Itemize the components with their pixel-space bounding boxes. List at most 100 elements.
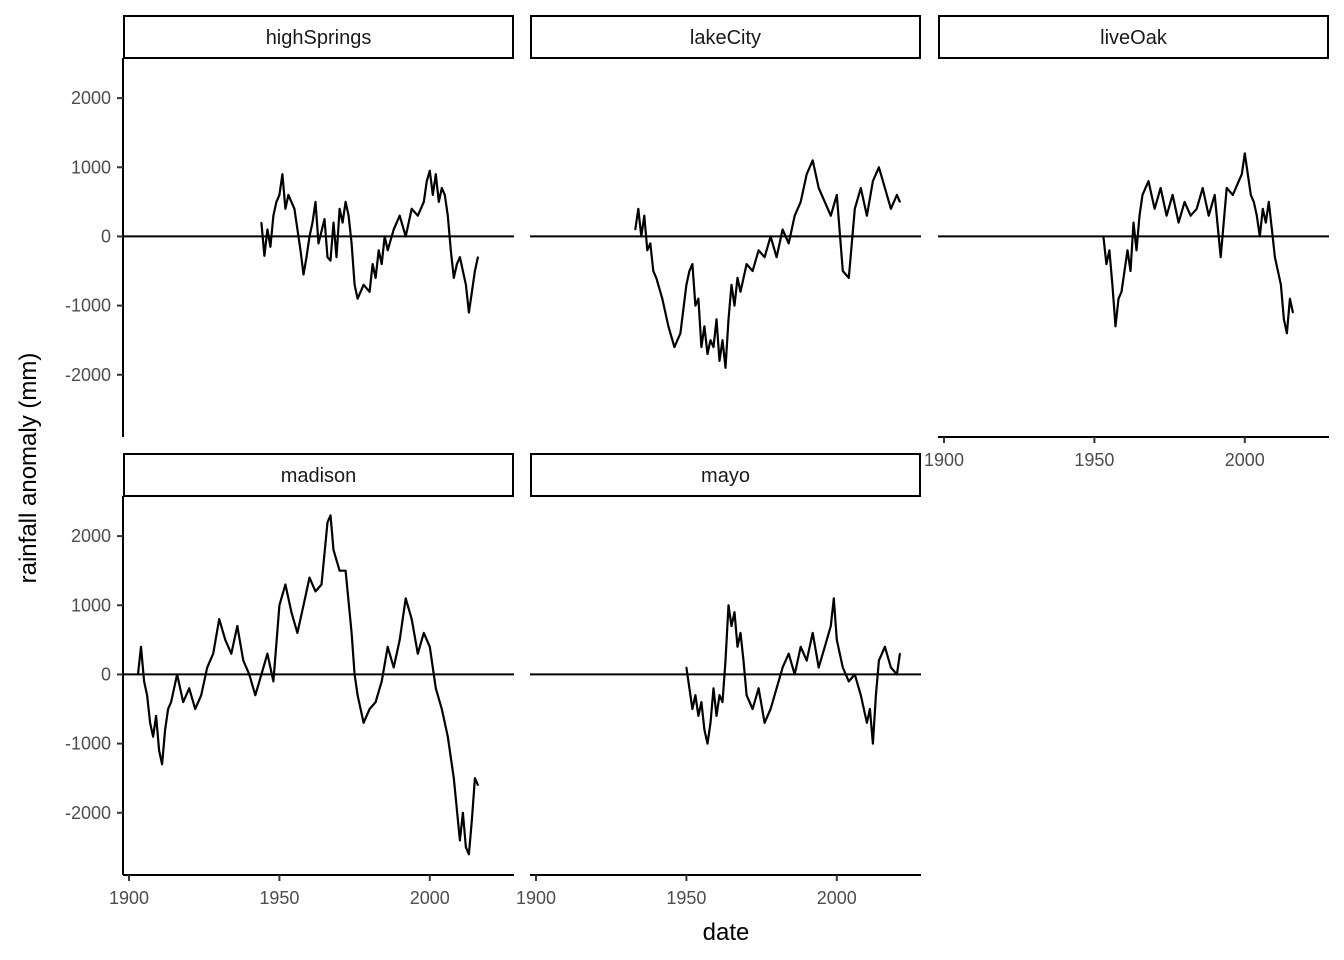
data-point (329, 259, 332, 262)
data-point (308, 576, 311, 579)
data-point (302, 273, 305, 276)
data-point (865, 214, 868, 217)
data-point (1213, 194, 1216, 196)
y-tick-label: -1000 (65, 296, 111, 316)
data-point (260, 221, 263, 224)
data-point (467, 853, 470, 856)
data-point (263, 254, 266, 257)
data-point (428, 169, 431, 172)
data-point (155, 715, 157, 717)
data-point (470, 818, 473, 821)
data-point (1249, 194, 1252, 196)
data-point (763, 721, 766, 724)
data-point (140, 645, 142, 648)
y-tick-label: 0 (101, 226, 111, 246)
panel-lakeCity: lakeCity (530, 15, 921, 369)
data-point (685, 666, 688, 669)
data-point (775, 256, 778, 259)
data-point (218, 618, 221, 621)
data-point (206, 666, 209, 669)
data-point (380, 263, 383, 265)
data-point (338, 207, 341, 210)
x-tick-label: 1950 (1074, 450, 1114, 470)
data-point (896, 194, 898, 196)
data-point (377, 249, 380, 252)
data-point (443, 194, 446, 196)
data-point (269, 245, 272, 248)
data-point (446, 214, 449, 217)
panel-madison: madison -2000 -1000 0 1000 2000 1900 1950 2000 (65, 453, 514, 908)
data-point (314, 590, 317, 593)
facet-strip-label: lakeCity (690, 27, 761, 49)
y-tick-label: 2000 (71, 526, 111, 546)
data-point (353, 673, 356, 676)
data-point (775, 687, 778, 690)
y-tick-label: 1000 (71, 595, 111, 615)
data-point (727, 604, 730, 607)
data-point (805, 173, 808, 176)
data-point (835, 638, 838, 641)
data-point (242, 659, 245, 662)
data-point (1231, 194, 1234, 196)
data-point (1276, 270, 1279, 272)
data-point (718, 360, 721, 362)
data-point (1141, 194, 1144, 196)
data-point (730, 625, 733, 627)
data-point (440, 187, 443, 189)
x-axis-title: date (703, 919, 750, 946)
data-point (344, 200, 347, 203)
data-point (368, 708, 371, 710)
data-point (230, 652, 233, 655)
y-tick-label: 2000 (71, 88, 111, 108)
data-point (1219, 256, 1222, 259)
data-point (712, 346, 715, 348)
series-line-liveOak (1102, 152, 1294, 335)
data-point (688, 270, 691, 272)
data-point (299, 249, 302, 252)
data-point (1237, 180, 1240, 183)
panel-liveOak: liveOak 1900 1950 2000 (924, 15, 1329, 470)
data-point (146, 694, 148, 697)
data-point (685, 283, 688, 286)
data-point (1165, 214, 1168, 217)
data-point (1189, 214, 1192, 217)
data-point (338, 569, 341, 572)
data-point (877, 166, 880, 169)
data-point (712, 687, 715, 690)
data-point (1273, 256, 1276, 259)
data-point (751, 270, 754, 272)
data-point (305, 256, 308, 259)
data-point (706, 742, 709, 745)
data-point (841, 270, 844, 272)
y-tick-label: -2000 (65, 803, 111, 823)
data-point (763, 256, 766, 259)
x-tick-label: 2000 (410, 888, 450, 908)
data-point (871, 742, 874, 745)
data-point (679, 332, 682, 335)
data-point (691, 263, 694, 265)
data-point (344, 569, 347, 572)
data-point (1225, 187, 1228, 189)
data-point (694, 694, 697, 697)
panels-layer: highSprings -2000 -1000 0 1000 2000 lakeCity li… (65, 15, 1329, 908)
data-point (757, 687, 760, 690)
data-point (398, 638, 401, 641)
data-point (380, 680, 383, 683)
data-point (452, 777, 455, 780)
data-point (224, 638, 227, 641)
data-point (161, 763, 164, 766)
data-point (452, 277, 455, 279)
facet-strip (123, 453, 514, 497)
data-point (449, 249, 452, 252)
facet-strip-label: highSprings (266, 27, 372, 49)
x-tick-label: 2000 (1225, 450, 1265, 470)
data-point (859, 187, 862, 189)
data-point (1258, 235, 1261, 238)
data-point (461, 270, 464, 272)
data-point (884, 187, 886, 189)
facet-strip-label: madison (281, 465, 357, 487)
data-point (835, 194, 838, 196)
data-point (829, 625, 832, 627)
data-point (248, 673, 251, 676)
data-point (1252, 200, 1255, 203)
